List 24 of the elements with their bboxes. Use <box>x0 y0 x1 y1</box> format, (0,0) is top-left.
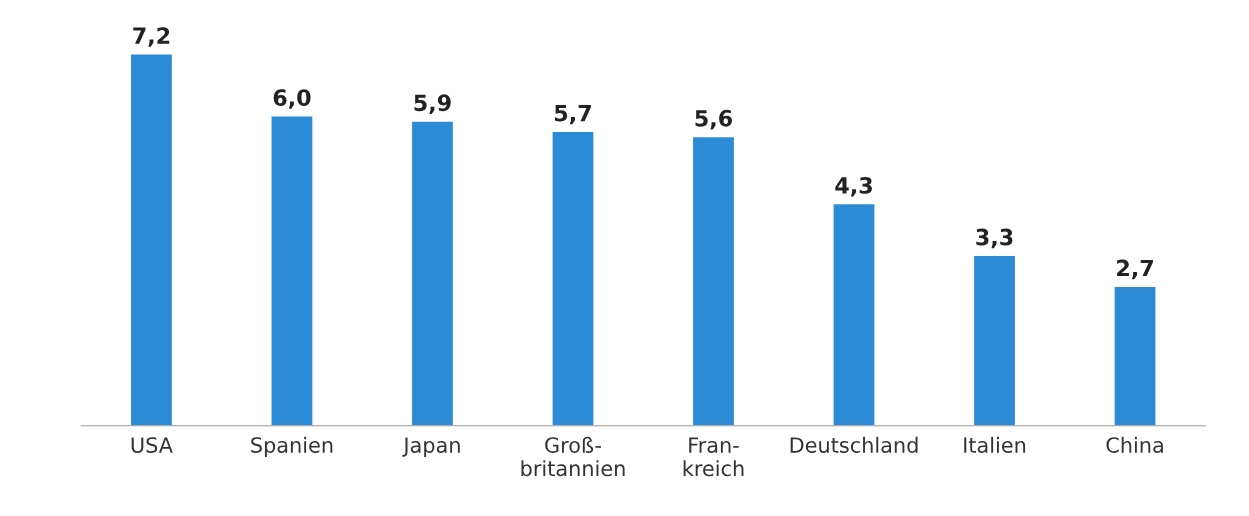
bar <box>1113 285 1157 426</box>
x-tick-label: Italien <box>964 436 1026 453</box>
data-label: 5,7 <box>555 104 591 125</box>
x-tick-label: China <box>1106 436 1163 453</box>
data-label: 5,6 <box>695 109 732 130</box>
data-label: 2,7 <box>1117 259 1153 280</box>
data-label: 4,3 <box>835 176 872 197</box>
x-tick-label: USA <box>131 437 173 453</box>
bar <box>691 135 736 426</box>
x-tick-label: Spanien <box>251 436 333 457</box>
bar <box>832 202 876 426</box>
x-tick-label: Deutschland <box>790 436 918 453</box>
bar <box>551 130 595 426</box>
x-tick-label: Fran- kreich <box>683 437 744 477</box>
bar <box>270 115 314 426</box>
x-tick-label: Groß- britannien <box>521 436 625 477</box>
data-label: 6,0 <box>273 89 311 109</box>
bar <box>410 120 455 426</box>
data-label: 7,2 <box>133 27 170 47</box>
bar <box>972 254 1017 426</box>
bar <box>129 53 174 426</box>
data-label: 3,3 <box>976 228 1013 249</box>
x-tick-label: Japan <box>402 437 460 457</box>
data-label: 5,9 <box>414 94 451 114</box>
